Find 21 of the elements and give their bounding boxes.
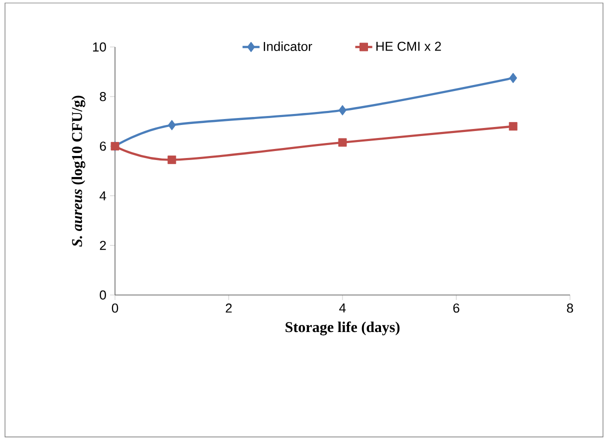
x-axis-title: Storage life (days): [286, 322, 400, 336]
x-tick-label: 2: [226, 304, 232, 313]
y-axis-title: S. aureus (log10 CFU/g): [72, 96, 86, 247]
y-tick-label: 4: [100, 191, 106, 200]
y-tick-label: 8: [100, 92, 106, 102]
legend-label: Indicator: [264, 42, 312, 52]
x-tick-label: 0: [112, 304, 118, 313]
y-tick-label: 2: [100, 240, 106, 250]
point: [338, 138, 347, 147]
y-tick-label: 6: [100, 142, 106, 151]
legend-label: HE CMI x 2: [376, 42, 441, 51]
y-tick-label: 10: [93, 42, 106, 52]
point: [508, 122, 518, 131]
x-tick-label: 8: [566, 304, 574, 313]
x-tick-label: 4: [339, 304, 346, 312]
x-tick-label: 6: [453, 304, 460, 313]
point: [509, 72, 518, 84]
point: [338, 104, 346, 116]
point: [168, 120, 176, 130]
y-tick-label: 0: [100, 290, 106, 300]
point: [168, 156, 176, 164]
